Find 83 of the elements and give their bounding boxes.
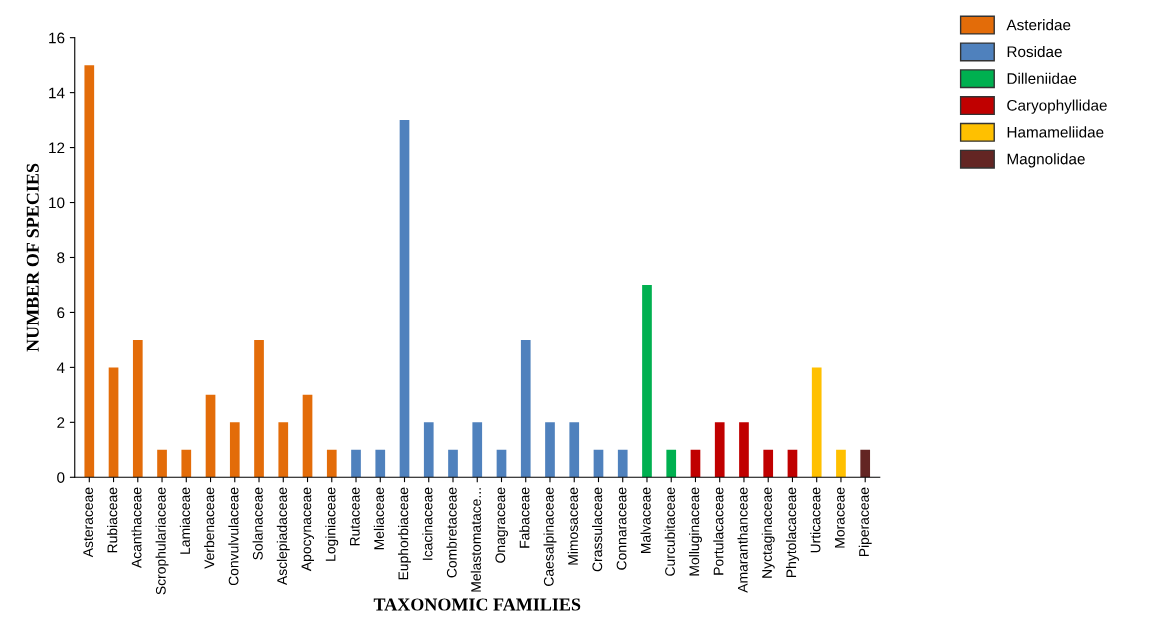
x-tick-label: Melastomatace... — [470, 488, 481, 592]
bar — [278, 422, 289, 478]
x-tick-label: Loginiaceae — [325, 487, 339, 561]
y-tick-label: 14 — [49, 87, 65, 99]
x-tick-label: Malvaceae — [640, 487, 651, 554]
x-tick-label: Mimosaceae — [567, 487, 578, 565]
x-tick-label: Rubiaceae — [107, 487, 118, 553]
bar — [302, 394, 313, 478]
bar — [472, 422, 483, 478]
x-tick-label: Caesalpinaceae — [543, 487, 557, 586]
legend-label: Caryophyllidae — [1007, 99, 1107, 114]
bar — [132, 339, 143, 478]
x-tick-label: Rutaceae — [350, 487, 360, 546]
legend-label: Magnolidae — [1007, 153, 1085, 168]
bar — [836, 449, 846, 478]
x-tick-label: Connaraceae — [616, 487, 627, 570]
x-tick-label: Combretaceae — [446, 487, 457, 578]
bar — [739, 422, 749, 478]
x-tick-label: Portulacaceae — [713, 487, 724, 575]
x-tick-label: Euphorbiaceae — [398, 487, 411, 580]
y-tick-label: 2 — [57, 417, 65, 428]
bar — [569, 422, 580, 478]
y-tick-label: 6 — [57, 307, 65, 319]
x-tick-label: Molluginaceae — [689, 487, 702, 576]
bar — [617, 449, 628, 478]
x-tick-label: Convulvulaceae — [228, 487, 239, 586]
x-axis-title: TAXONOMIC FAMILIES — [373, 598, 581, 611]
bar — [520, 339, 531, 478]
x-tick-label: Moraceae — [834, 487, 845, 548]
x-tick-label: Scrophulariaceae — [155, 487, 169, 595]
x-tick-label: Verbenaceae — [204, 487, 215, 569]
bar — [157, 449, 167, 478]
x-tick-label: Onagraceae — [495, 487, 508, 563]
bar — [205, 394, 216, 478]
x-tick-label: Fabaceae — [519, 487, 530, 548]
x-tick-label: Phytolacaceae — [785, 487, 799, 577]
bar — [811, 367, 822, 478]
legend-label: Rosidae — [1007, 45, 1062, 58]
legend-label: Asteridae — [1006, 19, 1071, 31]
x-tick-label: Amaranthanceae — [737, 487, 748, 593]
x-tick-label: Asteraceae — [83, 487, 94, 558]
bar — [448, 449, 458, 478]
bar — [254, 339, 264, 478]
legend-label: Dilleniidae — [1007, 72, 1077, 84]
bar — [229, 422, 240, 478]
y-tick-label: 12 — [49, 142, 65, 154]
bar — [763, 449, 774, 478]
y-tick-label: 0 — [57, 472, 65, 483]
x-tick-label: Curcubitaceae — [664, 487, 675, 576]
x-tick-label: Solanaceae — [252, 487, 263, 560]
bar — [399, 120, 410, 478]
bar — [351, 449, 361, 478]
bar — [860, 449, 871, 478]
y-axis-title: NUMBER OF SPECIES — [26, 163, 39, 352]
bar — [593, 449, 604, 478]
x-tick-label: Nyctaginaceae — [761, 487, 775, 578]
bar — [545, 422, 555, 478]
y-tick-label: 8 — [57, 252, 65, 264]
x-tick-label: Lamiaceae — [179, 487, 191, 554]
legend-label: Hamameliidae — [1007, 126, 1104, 138]
x-tick-label: Piperaceae — [858, 487, 872, 557]
x-tick-label: Acanthaceae — [131, 487, 142, 569]
bar — [496, 449, 507, 478]
x-tick-label: Urticaceae — [810, 487, 821, 553]
bar — [714, 422, 725, 478]
y-tick-label: 4 — [56, 362, 65, 373]
bar — [423, 422, 434, 478]
x-tick-label: Apocynaceae — [301, 487, 314, 572]
x-tick-label: Meliaceae — [373, 487, 384, 550]
bar — [690, 449, 701, 478]
bar — [787, 449, 798, 478]
bar — [666, 449, 677, 478]
x-tick-label: Crassulaceae — [592, 487, 603, 572]
x-tick-label: Asclepiadaceae — [276, 487, 290, 586]
bar — [375, 449, 386, 478]
bar — [642, 284, 652, 478]
y-tick-label: 16 — [49, 32, 65, 44]
bar — [181, 449, 192, 478]
bar — [108, 367, 119, 478]
bar — [84, 65, 95, 478]
bar — [326, 449, 337, 478]
x-tick-label: Icacinaceae — [422, 487, 433, 560]
y-tick-label: 10 — [49, 197, 65, 209]
